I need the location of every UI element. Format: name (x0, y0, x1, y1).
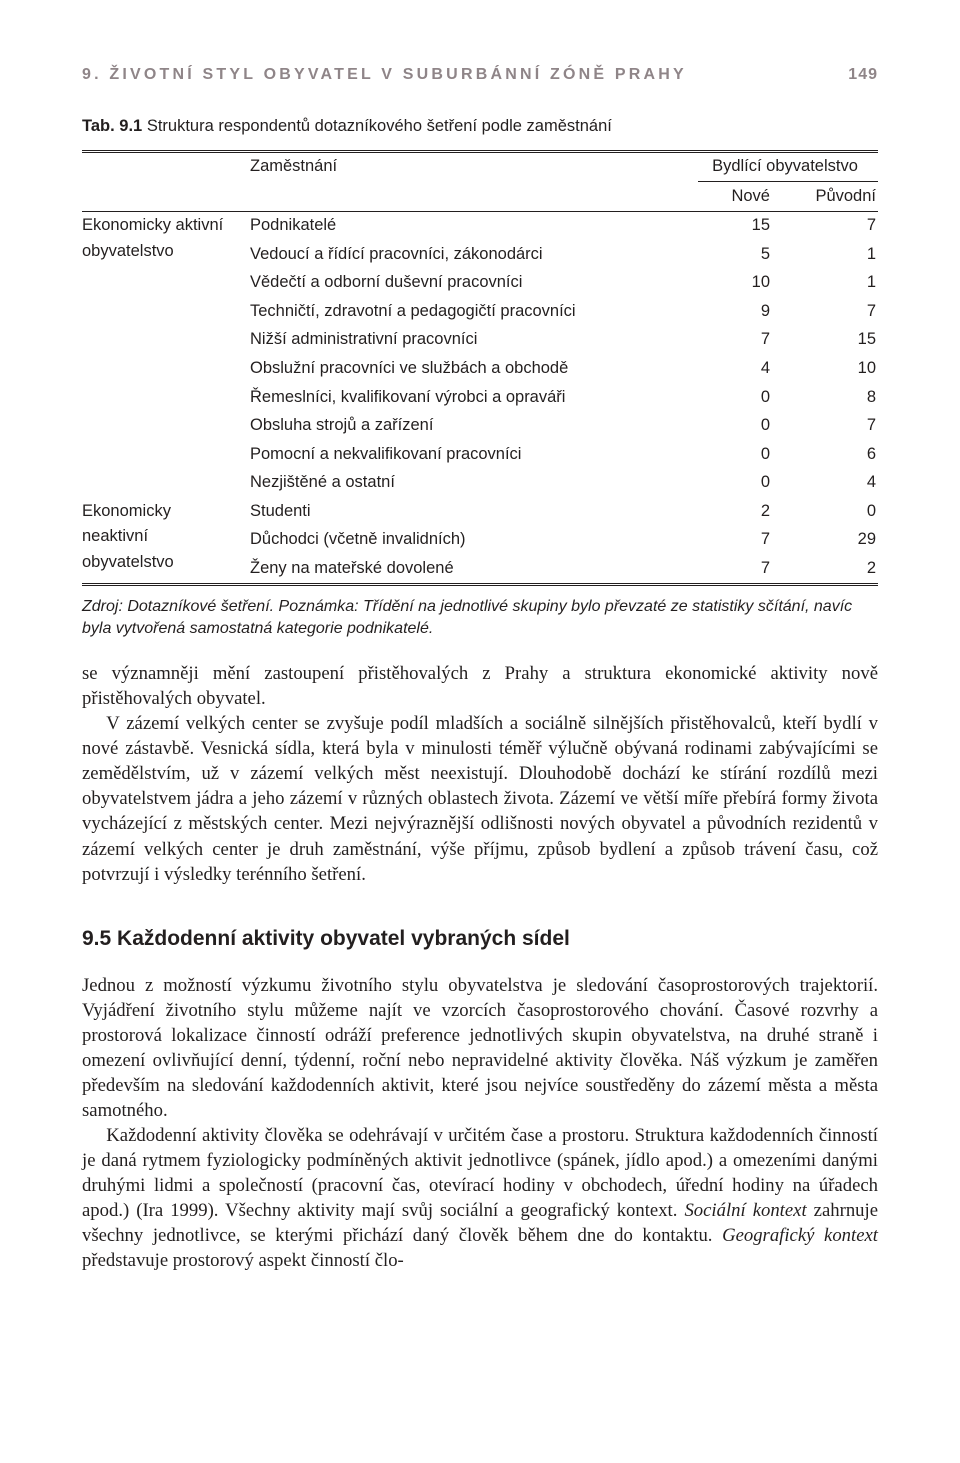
row-label: Obsluha strojů a zařízení (250, 412, 698, 441)
body-para-4: Každodenní aktivity člověka se odehrávaj… (82, 1123, 878, 1273)
p4-em2: Geografický kontext (722, 1225, 878, 1246)
row-value-nove: 7 (698, 326, 788, 355)
page-number: 149 (848, 64, 878, 85)
row-label: Vedoucí a řídící pracovníci, zákonodárci (250, 240, 698, 269)
row-value-puvodni: 4 (788, 469, 878, 498)
table-caption-prefix: Tab. 9.1 (82, 117, 142, 135)
row-group-label: Ekonomicky neaktivní obyvatelstvo (82, 497, 250, 584)
p4-em1: Sociální kontext (684, 1200, 806, 1221)
row-label: Obslužní pracovníci ve službách a obchod… (250, 354, 698, 383)
body-para-3: Jednou z možností výzkumu životního styl… (82, 973, 878, 1123)
row-value-nove: 7 (698, 526, 788, 555)
row-value-puvodni: 6 (788, 440, 878, 469)
row-label: Pomocní a nekvalifikovaní pracovníci (250, 440, 698, 469)
table-head-sub2: Původní (788, 182, 878, 212)
row-value-puvodni: 8 (788, 383, 878, 412)
row-value-nove: 5 (698, 240, 788, 269)
table-head-blank (82, 151, 250, 182)
row-value-nove: 0 (698, 412, 788, 441)
running-title: 9. ŽIVOTNÍ STYL OBYVATEL V SUBURBÁNNÍ ZÓ… (82, 64, 687, 85)
row-value-puvodni: 7 (788, 412, 878, 441)
row-label: Techničtí, zdravotní a pedagogičtí praco… (250, 297, 698, 326)
row-label: Studenti (250, 497, 698, 526)
row-value-nove: 2 (698, 497, 788, 526)
table-caption: Tab. 9.1 Struktura respondentů dotazníko… (82, 115, 878, 137)
row-value-puvodni: 1 (788, 269, 878, 298)
table-head-col1: Zaměstnání (250, 151, 698, 182)
row-label: Nižší administrativní pracovníci (250, 326, 698, 355)
row-value-nove: 9 (698, 297, 788, 326)
row-value-puvodni: 7 (788, 297, 878, 326)
row-value-puvodni: 1 (788, 240, 878, 269)
row-value-puvodni: 2 (788, 554, 878, 584)
row-value-puvodni: 7 (788, 211, 878, 240)
row-label: Vědečtí a odborní duševní pracovníci (250, 269, 698, 298)
row-value-nove: 0 (698, 469, 788, 498)
section-heading: 9.5 Každodenní aktivity obyvatel vybraný… (82, 925, 878, 953)
row-value-nove: 15 (698, 211, 788, 240)
table-source-note: Zdroj: Dotazníkové šetření. Poznámka: Tř… (82, 596, 878, 639)
table-caption-text: Struktura respondentů dotazníkového šetř… (147, 117, 612, 135)
row-label: Řemeslníci, kvalifikovaní výrobci a opra… (250, 383, 698, 412)
row-value-puvodni: 0 (788, 497, 878, 526)
table-row: Ekonomicky aktivní obyvatelstvoPodnikate… (82, 211, 878, 240)
row-value-puvodni: 10 (788, 354, 878, 383)
running-header: 9. ŽIVOTNÍ STYL OBYVATEL V SUBURBÁNNÍ ZÓ… (82, 64, 878, 85)
row-value-nove: 4 (698, 354, 788, 383)
respondent-structure-table: Zaměstnání Bydlící obyvatelstvo Nové Pův… (82, 150, 878, 586)
row-value-nove: 0 (698, 440, 788, 469)
table-row: Ekonomicky neaktivní obyvatelstvoStudent… (82, 497, 878, 526)
row-value-puvodni: 29 (788, 526, 878, 555)
row-value-puvodni: 15 (788, 326, 878, 355)
row-value-nove: 0 (698, 383, 788, 412)
body-para-2: V zázemí velkých center se zvyšuje podíl… (82, 711, 878, 886)
table-head-sub1: Nové (698, 182, 788, 212)
row-value-nove: 10 (698, 269, 788, 298)
row-label: Podnikatelé (250, 211, 698, 240)
p4-part-c: představuje prostorový aspekt činností č… (82, 1250, 404, 1271)
row-label: Nezjištěné a ostatní (250, 469, 698, 498)
body-para-1: se významněji mění zastoupení přistěhova… (82, 661, 878, 711)
row-value-nove: 7 (698, 554, 788, 584)
row-label: Důchodci (včetně invalidních) (250, 526, 698, 555)
table-head-super: Bydlící obyvatelstvo (698, 151, 878, 182)
row-label: Ženy na mateřské dovolené (250, 554, 698, 584)
row-group-label: Ekonomicky aktivní obyvatelstvo (82, 211, 250, 497)
